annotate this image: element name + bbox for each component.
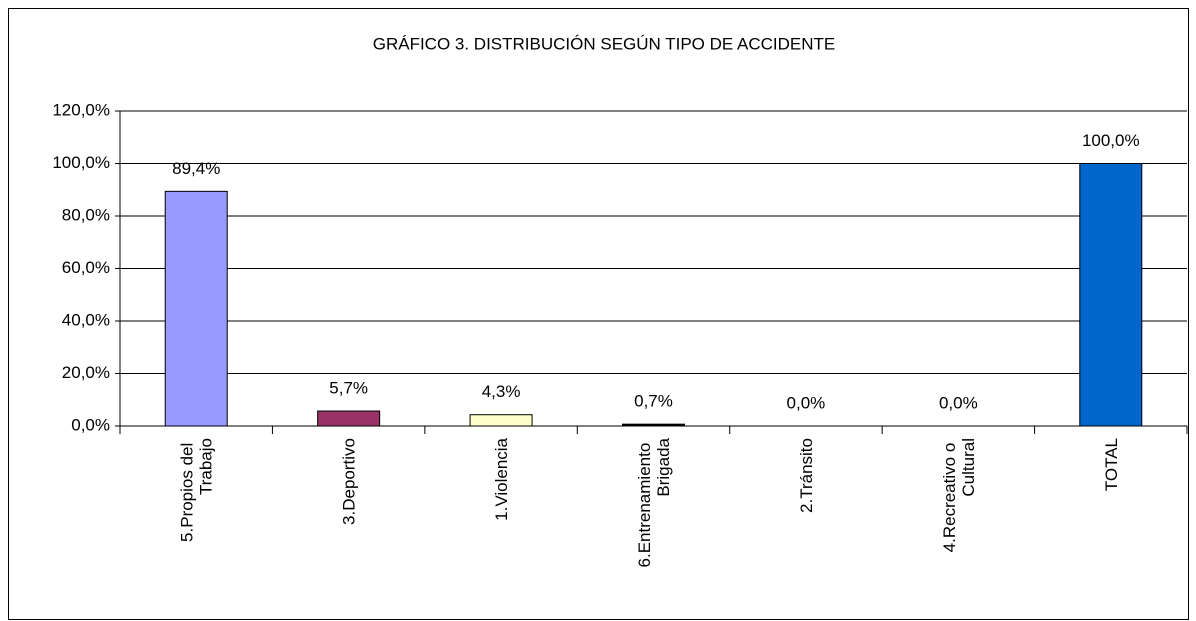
x-tick-label: 4.Recreativo o Cultural [940,438,978,552]
y-tick-label: 100,0% [52,153,110,172]
bar [317,410,381,427]
data-label: 4,3% [482,382,521,401]
y-tick-label: 20,0% [62,363,110,382]
bar [1079,163,1143,427]
data-label: 89,4% [172,159,220,178]
data-label: 5,7% [329,379,368,398]
data-label: 100,0% [1082,131,1140,150]
data-label: 0,0% [939,393,978,412]
chart-title: GRÁFICO 3. DISTRIBUCIÓN SEGÚN TIPO DE AC… [373,34,836,53]
x-tick-label: 1.Violencia [492,437,511,520]
y-tick-label: 120,0% [52,100,110,119]
x-tick-label: 5.Propios del Trabajo [178,438,216,542]
data-label: 0,0% [787,393,826,412]
x-tick-label: 3.Deportivo [340,438,359,525]
y-tick-label: 80,0% [62,205,110,224]
x-tick-label: 6.Entrenamiento Brigada [635,437,673,567]
bar [164,190,228,427]
data-label: 0,7% [634,392,673,411]
x-tick-label: TOTAL [1102,438,1121,491]
bar [469,414,533,427]
y-tick-label: 0,0% [71,415,110,434]
y-tick-label: 60,0% [62,258,110,277]
y-tick-label: 40,0% [62,310,110,329]
x-tick-label: 2.Tránsito [797,438,816,513]
